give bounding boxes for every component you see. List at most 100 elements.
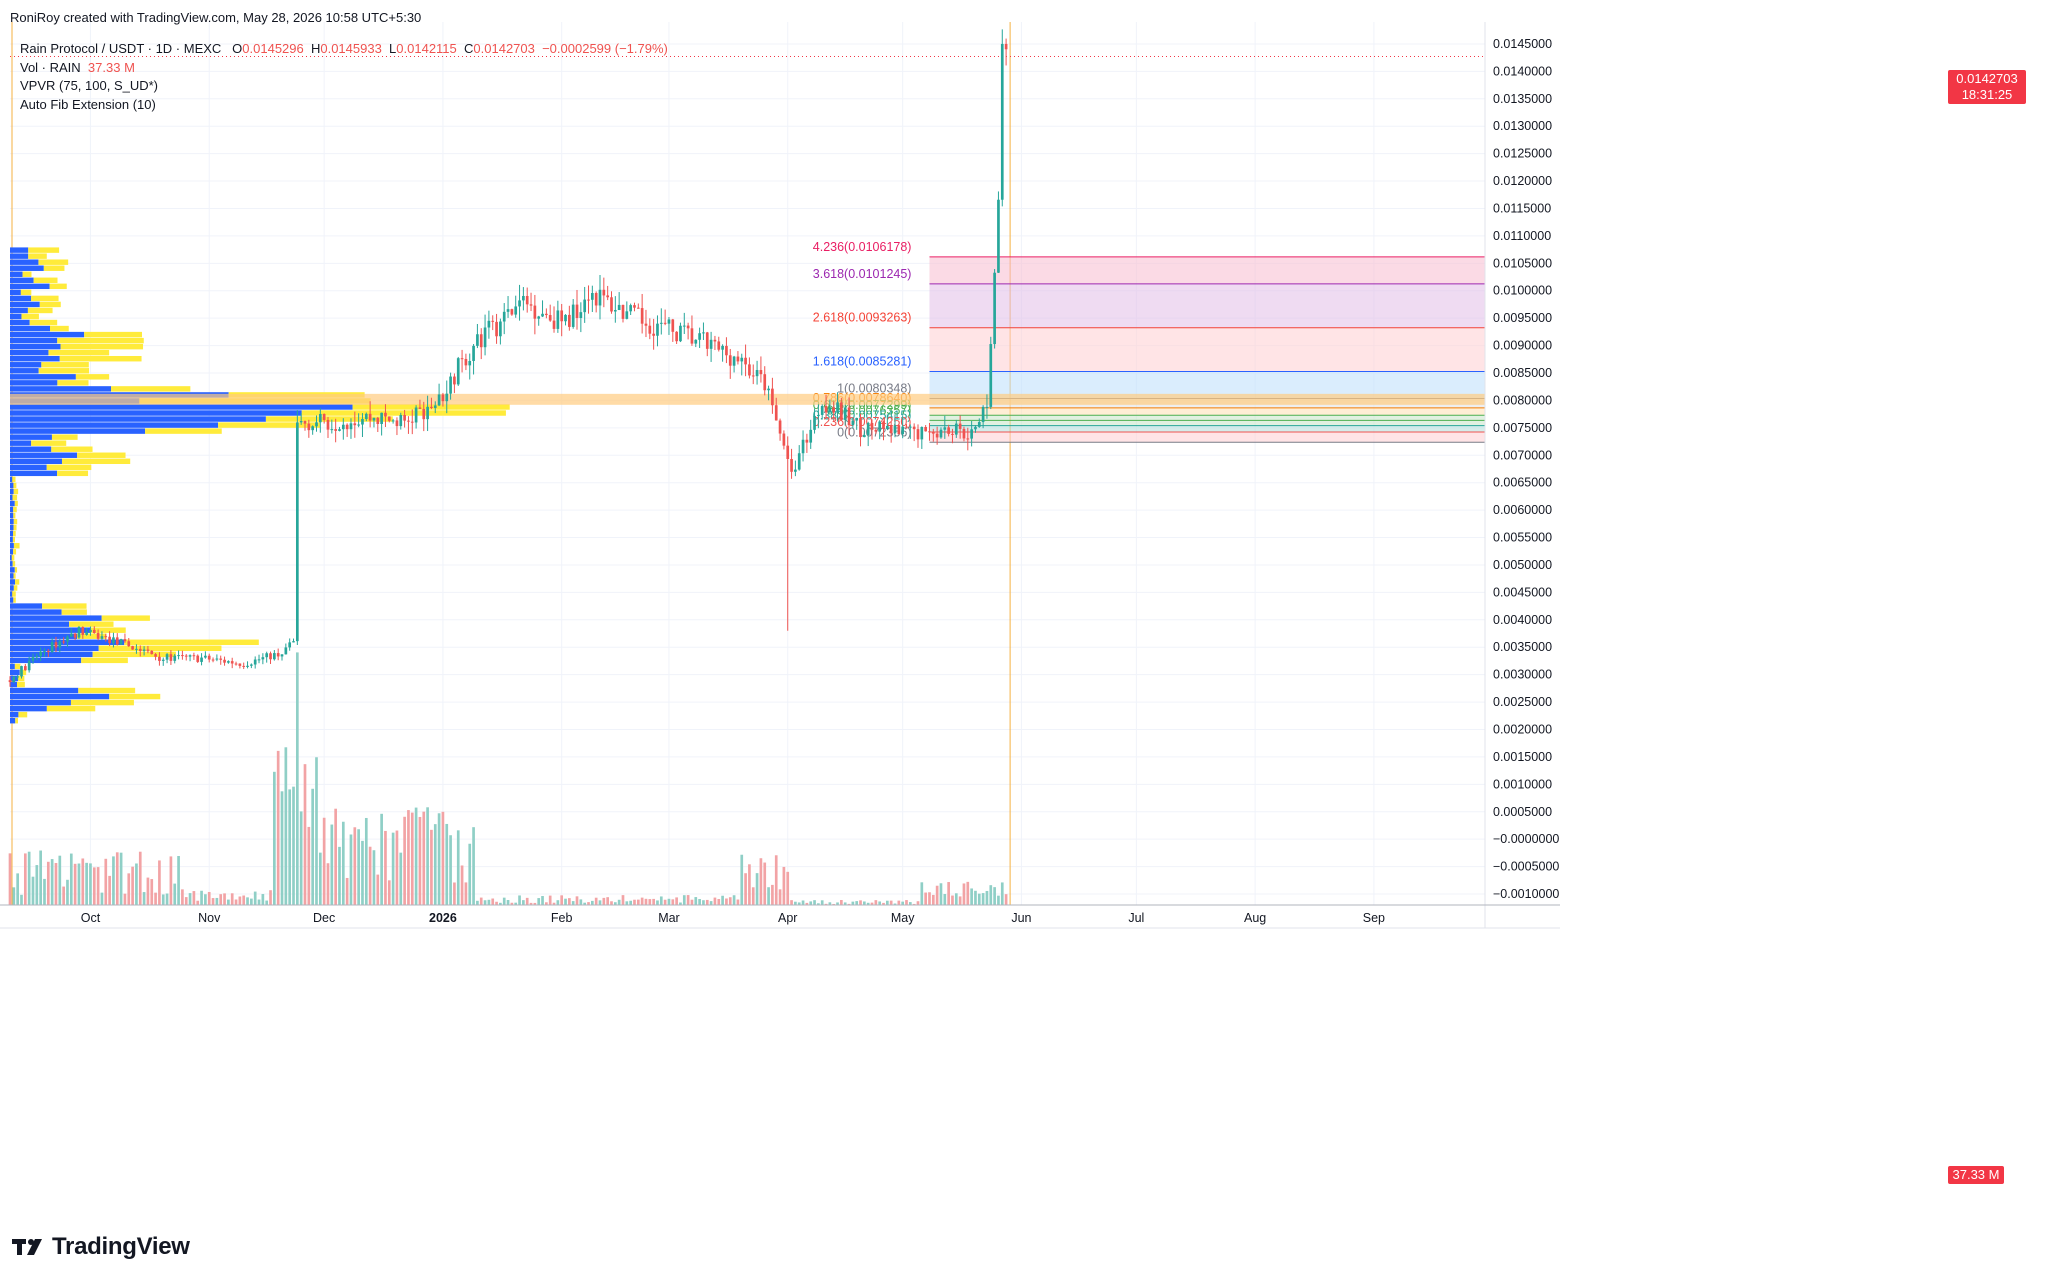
candle-body — [836, 402, 839, 413]
volume-bar — [652, 898, 655, 905]
vpvr-down-bar — [46, 464, 92, 471]
vpvr-up-bar — [10, 301, 40, 308]
volume-bar — [92, 867, 96, 905]
volume-bar — [395, 830, 399, 905]
vpvr-up-bar — [10, 428, 146, 434]
candle-body — [307, 423, 311, 431]
candle-body — [897, 425, 901, 435]
candle-body — [387, 416, 391, 421]
vpvr-down-bar — [57, 470, 89, 477]
volume-bar — [204, 894, 207, 905]
volume-bar — [617, 899, 621, 905]
x-tick-label: May — [891, 911, 915, 925]
candle-body — [851, 420, 855, 426]
candle-body — [602, 289, 606, 296]
volume-bar — [893, 903, 897, 905]
volume-bar — [694, 897, 698, 905]
vpvr-up-bar — [10, 325, 51, 332]
candle-body — [288, 642, 292, 648]
volume-bar — [529, 902, 533, 905]
candle-body — [763, 374, 767, 391]
volume-bar — [954, 893, 958, 905]
volume-bar — [169, 856, 173, 905]
volume-bar — [445, 823, 449, 905]
volume-bar — [912, 903, 916, 905]
fib-level-label: 2.618(0.0093263) — [813, 311, 912, 325]
candle-body — [58, 641, 62, 648]
candle-body — [123, 639, 127, 642]
ohlc-row[interactable]: Rain Protocol / USDT · 1D · MEXC O0.0145… — [20, 40, 668, 59]
candle-body — [73, 633, 77, 638]
candle-body — [813, 415, 816, 430]
vpvr-up-bar — [10, 627, 91, 633]
vpvr-down-bar — [265, 416, 393, 422]
candle-body — [870, 422, 874, 430]
volume-bar — [522, 900, 525, 905]
vpvr-up-bar — [10, 410, 302, 416]
candle-body — [8, 680, 12, 683]
volume-bar — [338, 846, 341, 905]
high-value: 0.0145933 — [320, 41, 382, 56]
y-tick-label: 0.0125000 — [1493, 147, 1552, 161]
candle-body — [824, 405, 828, 413]
volume-bar — [897, 900, 901, 905]
volume-bar — [284, 747, 288, 905]
y-tick-label: 0.0010000 — [1493, 777, 1552, 791]
candle-body — [31, 657, 35, 661]
volume-bar — [640, 897, 644, 905]
candle-body — [246, 665, 249, 667]
volume-bar — [774, 855, 778, 905]
vpvr-up-bar — [10, 356, 60, 362]
candle-body — [142, 649, 146, 651]
chart-legend: Rain Protocol / USDT · 1D · MEXC O0.0145… — [20, 40, 668, 114]
candle-body — [257, 659, 261, 661]
candle-body — [590, 292, 594, 300]
vpvr-up-bar — [10, 687, 79, 694]
candle-body — [322, 414, 326, 420]
volume-bar — [679, 902, 682, 905]
vpvr-down-bar — [145, 428, 222, 434]
volume-bar — [958, 896, 962, 905]
fib-zone — [929, 327, 1485, 372]
candle-body — [349, 423, 353, 430]
volume-bar — [686, 895, 690, 905]
candle-body — [568, 314, 571, 327]
volume-bar — [778, 889, 782, 905]
candle-body — [663, 322, 667, 324]
volume-bar — [89, 863, 92, 905]
candle-body — [805, 439, 809, 443]
candle-body — [150, 650, 154, 655]
volume-row[interactable]: Vol · RAIN 37.33 M — [20, 59, 668, 78]
volume-bar — [154, 892, 157, 905]
vpvr-down-bar — [69, 621, 114, 627]
vpvr-down-bar — [92, 651, 176, 658]
vpvr-down-bar — [301, 410, 506, 416]
vpvr-down-bar — [46, 705, 96, 712]
volume-bar — [43, 878, 46, 905]
volume-bar — [931, 894, 935, 905]
volume-bar — [433, 824, 437, 905]
candle-body — [165, 654, 169, 660]
volume-bar — [479, 897, 483, 905]
candle-body — [648, 325, 652, 334]
tradingview-logo[interactable]: TradingView — [12, 1233, 190, 1261]
fib-zone — [929, 431, 1485, 443]
vpvr-indicator[interactable]: VPVR (75, 100, S_UD*) — [20, 78, 159, 93]
volume-bar — [46, 861, 50, 905]
candle-body — [77, 627, 81, 638]
vpvr-down-bar — [13, 488, 19, 495]
vpvr-up-bar — [10, 283, 50, 290]
candle-body — [211, 659, 215, 661]
vpvr-up-bar — [10, 573, 14, 579]
volume-bar — [598, 900, 602, 905]
vpvr-down-bar — [28, 247, 60, 253]
candle-body — [744, 357, 747, 365]
candle-body — [533, 305, 537, 319]
vpvr-down-bar — [17, 681, 25, 688]
candle-body — [518, 300, 521, 307]
symbol-title[interactable]: Rain Protocol / USDT · 1D · MEXC — [20, 41, 222, 56]
vpvr-down-bar — [39, 301, 61, 308]
fib-indicator[interactable]: Auto Fib Extension (10) — [20, 96, 156, 112]
volume-bar — [556, 900, 560, 905]
